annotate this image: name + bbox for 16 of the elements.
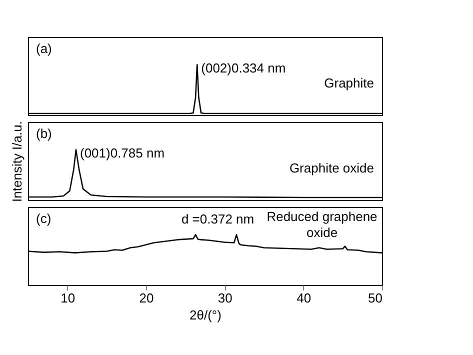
annotation: Graphite oxide — [289, 160, 374, 176]
annotation: Graphite — [324, 76, 374, 91]
text: (b) — [36, 126, 52, 141]
x-tick-label: 10 — [60, 290, 76, 306]
text: (a) — [36, 41, 52, 56]
y-axis-title: Intensity I/a.u. — [10, 121, 24, 202]
x-tick-label: 30 — [218, 290, 232, 306]
annotation: (002)0.334 nm — [201, 60, 286, 76]
x-tick-label: 20 — [139, 290, 154, 306]
x-tick-label: 50 — [368, 290, 382, 306]
x-axis-title: 2θ/(°) — [190, 308, 222, 322]
annotation: Reduced graphene oxide — [266, 209, 378, 240]
text: (c) — [36, 211, 52, 226]
annotation: (001)0.785 nm — [80, 146, 165, 161]
annotation: d =0.372 nm — [181, 212, 254, 227]
x-tick-label: 40 — [296, 290, 312, 306]
